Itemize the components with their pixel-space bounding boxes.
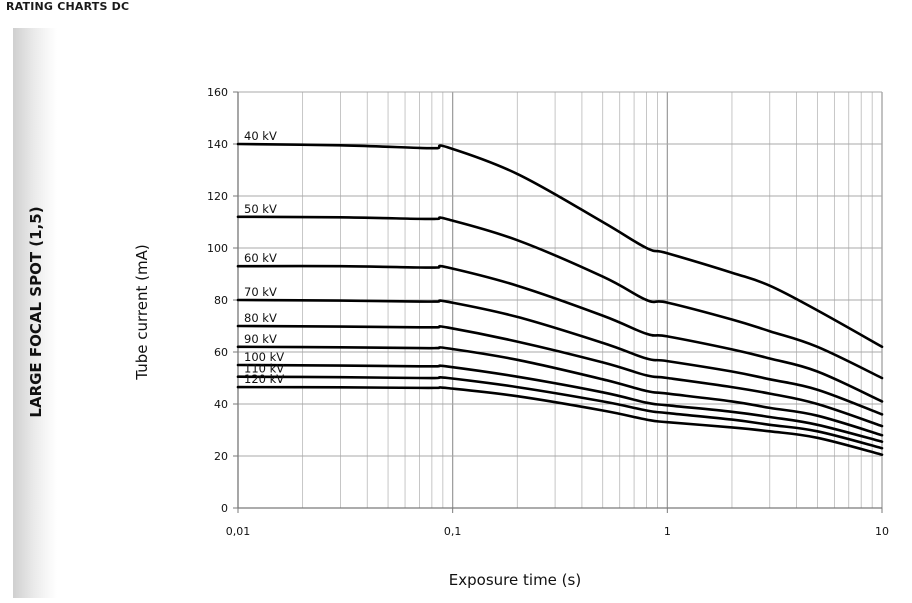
series-label: 100 kV xyxy=(244,350,284,364)
series-label: 90 kV xyxy=(244,332,277,346)
y-tick-label: 0 xyxy=(221,502,228,515)
y-tick-label: 100 xyxy=(207,242,228,255)
y-tick-label: 140 xyxy=(207,138,228,151)
series-labels: 40 kV 50 kV 60 kV 70 kV 80 kV 90 kV 100 kV110 … xyxy=(244,129,284,386)
series-line xyxy=(236,345,884,437)
x-axis-title: Exposure time (s) xyxy=(448,571,582,589)
series-line xyxy=(236,385,884,456)
series-label: 70 kV xyxy=(244,285,277,299)
axes: 0 20 40 60 80 100 120 140 160 0,01 0,1 1 10 xyxy=(207,86,889,538)
series-line xyxy=(236,298,884,416)
series-line xyxy=(236,363,884,443)
y-tick-label: 160 xyxy=(207,86,228,99)
series-label: 60 kV xyxy=(244,251,277,265)
series-lines xyxy=(236,142,884,456)
y-tick-label: 40 xyxy=(214,398,228,411)
y-tick-label: 80 xyxy=(214,294,228,307)
series-line xyxy=(236,324,884,428)
series-label: 120 kV xyxy=(244,372,284,386)
series-line xyxy=(236,215,884,380)
y-tick-label: 120 xyxy=(207,190,228,203)
x-tick-label: 0,01 xyxy=(226,525,251,538)
y-tick-label: 60 xyxy=(214,346,228,359)
series-label: 50 kV xyxy=(244,202,277,216)
series-label: 110 kV xyxy=(244,362,284,376)
x-tick-label: 0,1 xyxy=(444,525,462,538)
side-band xyxy=(13,28,57,598)
series-line xyxy=(236,264,884,403)
x-tick-label: 1 xyxy=(664,525,671,538)
x-tick-label: 10 xyxy=(875,525,889,538)
page-title: RATING CHARTS DC xyxy=(6,0,130,13)
y-tick-label: 20 xyxy=(214,450,228,463)
series-line xyxy=(236,142,884,349)
series-label: 40 kV xyxy=(244,129,277,143)
series-label: 80 kV xyxy=(244,311,277,325)
series-line xyxy=(236,375,884,450)
